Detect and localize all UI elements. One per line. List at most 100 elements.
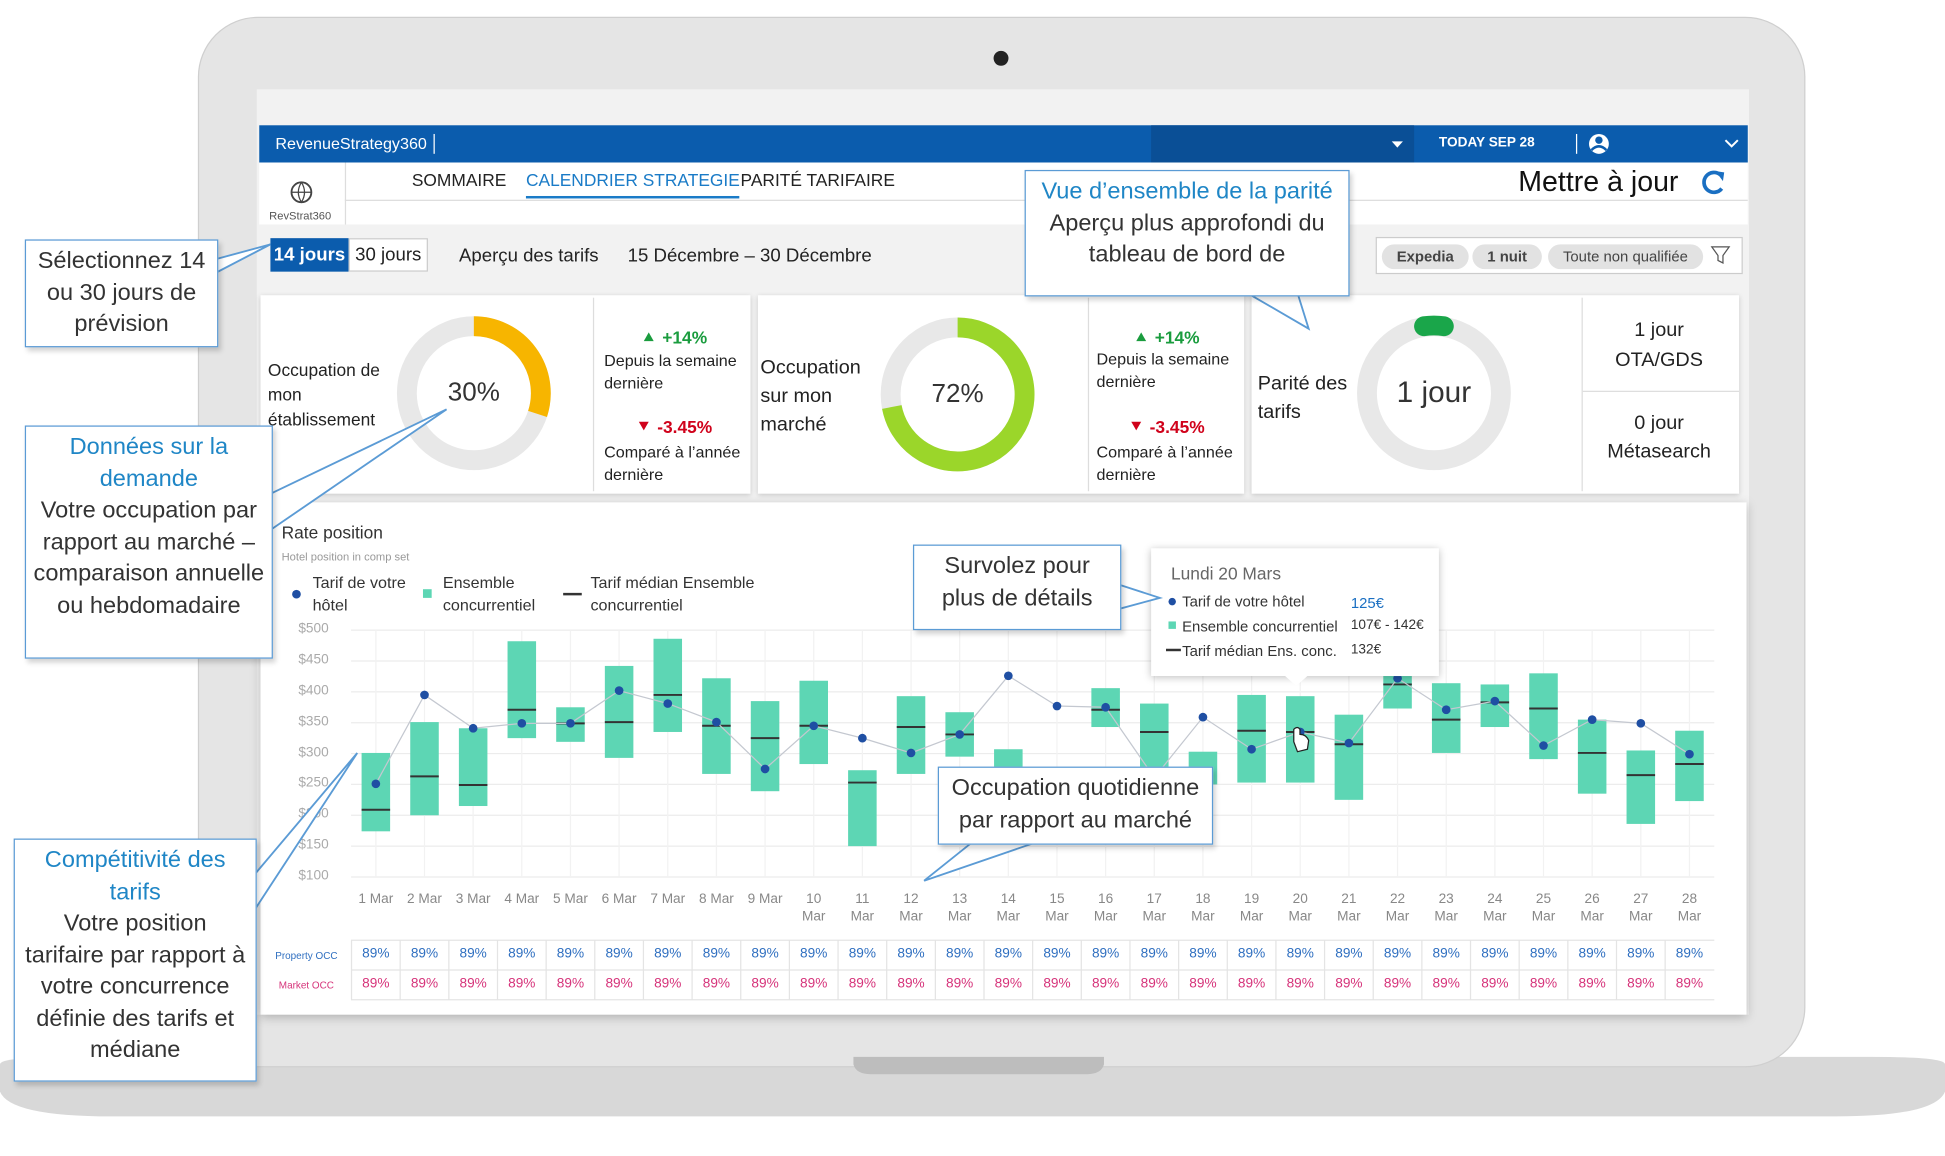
hotel-rate — [1539, 741, 1548, 750]
period-button-active[interactable]: 14 jours — [270, 238, 349, 272]
legend-swatch — [422, 589, 432, 598]
occ-cell: 89% — [1578, 946, 1606, 962]
callout-text: Occupation quotidienne par rapport au ma… — [951, 775, 1200, 833]
menu-chevron[interactable] — [1724, 139, 1739, 148]
parity-value: 1 jour — [1396, 375, 1472, 410]
parity-item-label: Métasearch — [1607, 441, 1711, 463]
occ-cell: 89% — [994, 976, 1022, 992]
week-change: +14% — [604, 327, 747, 347]
comp-set-range — [750, 701, 780, 792]
occ-cell: 89% — [1091, 946, 1120, 962]
tooltip-swatch — [1168, 621, 1176, 629]
nav-tab[interactable]: SOMMAIRE — [411, 169, 507, 190]
occ-cell: 89% — [508, 946, 536, 962]
x-tick-label: 1 Mar — [358, 891, 394, 907]
down-arrow — [1131, 421, 1141, 431]
hotel-rate — [809, 721, 819, 731]
year-change-value: -3.45% — [657, 416, 713, 437]
logo-box — [259, 162, 347, 225]
x-tick-label: 19 Mar — [1239, 891, 1264, 925]
week-change-value: +14% — [1154, 327, 1200, 348]
panel-divider — [1581, 297, 1583, 492]
kpi-label: Occupation de mon établissement — [267, 359, 380, 430]
nav-row — [259, 162, 1748, 225]
comp-set-range — [1237, 694, 1266, 783]
week-change: +14% — [1097, 327, 1240, 347]
x-tick-label: 18 Mar — [1191, 891, 1215, 925]
occ-cell: 89% — [605, 976, 633, 992]
callout: Données sur la demande Votre occupation p… — [24, 425, 273, 659]
occ-cell: 89% — [946, 946, 974, 962]
nav-tab[interactable]: PARITÉ TARIFAIRE — [740, 169, 895, 190]
up-arrow — [1136, 332, 1147, 342]
callout-title: Compétitivité des tarifs — [44, 847, 226, 905]
x-tick-label: 17 Mar — [1142, 891, 1167, 925]
occ-cell: 89% — [654, 976, 682, 992]
callout-pointer — [923, 835, 1055, 882]
occ-cell: 89% — [702, 946, 731, 962]
occ-cell: 89% — [1432, 976, 1460, 992]
occ-cell: 89% — [848, 976, 877, 992]
occ-cell: 89% — [1627, 976, 1655, 992]
occ-cell: 89% — [508, 976, 536, 992]
occ-cell: 89% — [1529, 946, 1558, 962]
ring-arc — [882, 317, 1035, 472]
callout-text: Survolez pour plus de détails — [941, 553, 1093, 611]
laptop-notch — [853, 1056, 1104, 1075]
comp-set-range — [1626, 750, 1656, 824]
nav-tab-active[interactable]: CALENDRIER STRATEGIE — [525, 170, 740, 199]
camera — [993, 50, 1009, 66]
x-tick-label: 6 Mar — [601, 891, 637, 907]
hotel-rate — [1441, 705, 1451, 715]
x-tick-label: 20 Mar — [1288, 891, 1312, 925]
filter-chip[interactable]: Expedia — [1381, 244, 1469, 270]
kpi-panel — [757, 295, 1245, 494]
tooltip-value: 107€ - 142€ — [1350, 617, 1424, 633]
occ-cell: 89% — [800, 946, 828, 962]
x-tick-label: 5 Mar — [552, 891, 588, 907]
tooltip-value: 125€ — [1350, 594, 1384, 612]
occ-cell: 89% — [556, 946, 585, 962]
occ-cell: 89% — [1140, 976, 1168, 992]
occ-cell: 89% — [556, 976, 585, 992]
filter-chip[interactable]: 1 nuit — [1472, 244, 1542, 270]
filter-chip[interactable]: Toute non qualifiée — [1548, 244, 1703, 270]
x-tick-label: 12 Mar — [899, 891, 923, 925]
occ-cell: 89% — [1627, 946, 1655, 962]
parity-label: Parité des tarifs — [1257, 373, 1348, 423]
logo-text: RevStrat360 — [269, 209, 332, 223]
hotel-rate — [1490, 696, 1500, 706]
search-dropdown[interactable] — [1151, 125, 1415, 163]
period-button[interactable]: 30 jours — [348, 238, 428, 272]
year-label: Comparé à l’année dernière — [604, 442, 741, 484]
legend-label: Tarif médian Ensemble concurrentiel — [590, 573, 755, 615]
comp-set-range — [653, 638, 683, 732]
callout-pointer — [210, 243, 271, 277]
occ-cell: 89% — [751, 976, 779, 992]
comp-set-range — [1431, 683, 1461, 753]
x-tick-label: 13 Mar — [947, 891, 972, 925]
occ-cell: 89% — [410, 946, 439, 962]
kpi-value: 72% — [931, 379, 984, 409]
up-arrow — [643, 332, 654, 342]
year-change: -3.45% — [1097, 417, 1240, 437]
week-label: Depuis la semaine dernière — [1096, 349, 1230, 391]
refresh-button[interactable]: Mettre à jour — [1518, 164, 1679, 198]
tooltip-swatch — [1168, 597, 1176, 606]
laptop-base — [0, 1056, 1945, 1117]
hotel-rate — [566, 718, 575, 728]
funnel — [1710, 246, 1731, 264]
x-tick-label: 24 Mar — [1483, 891, 1507, 925]
comp-set-range — [604, 665, 634, 758]
hotel-rate — [663, 699, 673, 708]
x-tick-label: 2 Mar — [407, 891, 442, 907]
x-tick-label: 3 Mar — [455, 891, 491, 907]
